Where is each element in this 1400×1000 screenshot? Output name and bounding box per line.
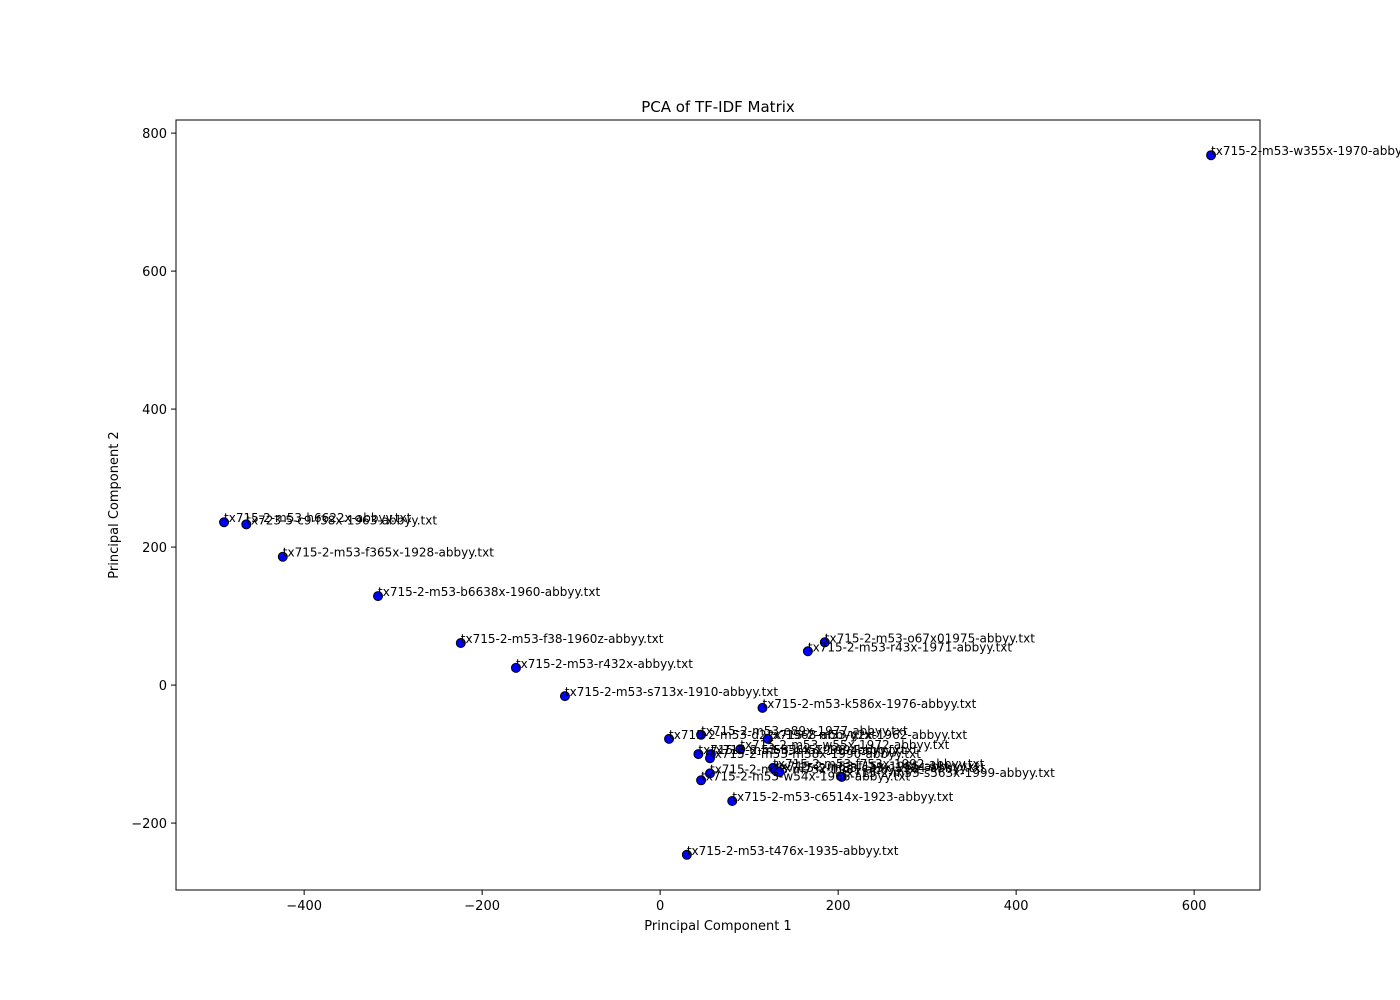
point-label: tx723-5-c9-f38x-1963-abbyy.txt [246, 513, 437, 527]
point-label: tx715-2-m53-m73x-1981-abbyy.txt [710, 762, 921, 776]
point-label: tx715-2-m53-k586x-1976-abbyy.txt [762, 697, 976, 711]
point-label: tx715-2-m53-r432x-abbyy.txt [516, 657, 693, 671]
point-label: tx715-2-m53-g2x-1962-abbyy.txt [768, 728, 968, 742]
x-tick-label: 400 [1004, 899, 1029, 914]
point [819, 637, 830, 648]
y-axis-label: Principal Component 2 [107, 431, 122, 578]
point-label: tx715-2-m53-f753x-1992-abbyy.txt [773, 757, 984, 771]
point-label: tx715-2-m53-w54x-1966-abbyy.txt [701, 769, 910, 783]
x-tick-label: 0 [656, 899, 664, 914]
point-label: tx715-2-m53-f365x-1928-abbyy.txt [283, 546, 494, 560]
point-label: tx715-2-m53-f15x-1985-abbyy.txt [776, 760, 980, 774]
point [757, 702, 768, 713]
y-tick-label: 400 [142, 403, 167, 418]
point-label: tx715-2-m53-c6514x-1923-abbyy.txt [732, 790, 953, 804]
point [455, 637, 466, 648]
y-tick-label: 0 [159, 679, 167, 694]
point [704, 753, 715, 764]
point [1206, 150, 1217, 161]
point [774, 767, 785, 778]
point [241, 519, 252, 530]
point-label: tx715-2-m53-d22x-1968-abbyy.txt [669, 728, 876, 742]
x-tick-label: −400 [286, 899, 322, 914]
y-tick-label: 600 [142, 265, 167, 280]
point-label: tx715-2-m53-b6638x-1960-abbyy.txt [378, 585, 600, 599]
point-label: tx715-2-m53-o67x01975-abbyy.txt [825, 631, 1035, 645]
point-label: tx715-2-m53-s713x-1910-abbyy.txt [565, 685, 778, 699]
point [735, 744, 746, 755]
point [704, 768, 715, 779]
x-tick-label: 200 [826, 899, 851, 914]
point-label: tx715-2-m53-h6622x-abbyy.txt [224, 511, 412, 525]
point-label: tx715-2-m53-w355x-1970-abbyy.txt [1211, 144, 1400, 158]
point [693, 749, 704, 760]
point [219, 517, 230, 528]
y-tick-label: −200 [131, 817, 167, 832]
point [696, 729, 707, 740]
point [277, 551, 288, 562]
x-tick-label: 600 [1182, 899, 1207, 914]
point [373, 591, 384, 602]
point [727, 795, 738, 806]
point-label: tx715-2-m53-f38-1960z-abbyy.txt [461, 632, 664, 646]
point [664, 733, 675, 744]
point-label: tx715-2-m53-e89x-1977-abbyy.txt [701, 724, 908, 738]
point [559, 691, 570, 702]
y-tick-label: 800 [142, 127, 167, 142]
point-label: tx715-2-m53-w55x-1972-abbyy.txt [740, 738, 949, 752]
point-label: tx715-2-m53-h56x-1996-abbyy.txt [698, 743, 905, 757]
point [762, 733, 773, 744]
x-axis-label: Principal Component 1 [644, 919, 791, 934]
point-label: tx715-2-m53-b45x-1994-abbyy.txt [711, 743, 918, 757]
point [696, 775, 707, 786]
point-label: tx715-2-m53-r43x-1971-abbyy.txt [808, 640, 1013, 654]
x-tick-label: −200 [464, 899, 500, 914]
point-label: tx715-2-m53-s563x-1999-abbyy.txt [842, 766, 1055, 780]
point [510, 662, 521, 673]
point [802, 646, 813, 657]
point-label: tx715-2-m53-t476x-1935-abbyy.txt [687, 844, 899, 858]
chart-title: PCA of TF-IDF Matrix [641, 98, 795, 116]
point-label: tx715-2-m53-c35x-1984-abbyy.txt [779, 761, 985, 775]
point [681, 849, 692, 860]
plot-frame [175, 119, 1261, 891]
y-tick-label: 200 [142, 541, 167, 556]
point-label: tx715-2-m53-m38x-1990-abbyy.txt [710, 747, 921, 761]
point [836, 771, 847, 782]
